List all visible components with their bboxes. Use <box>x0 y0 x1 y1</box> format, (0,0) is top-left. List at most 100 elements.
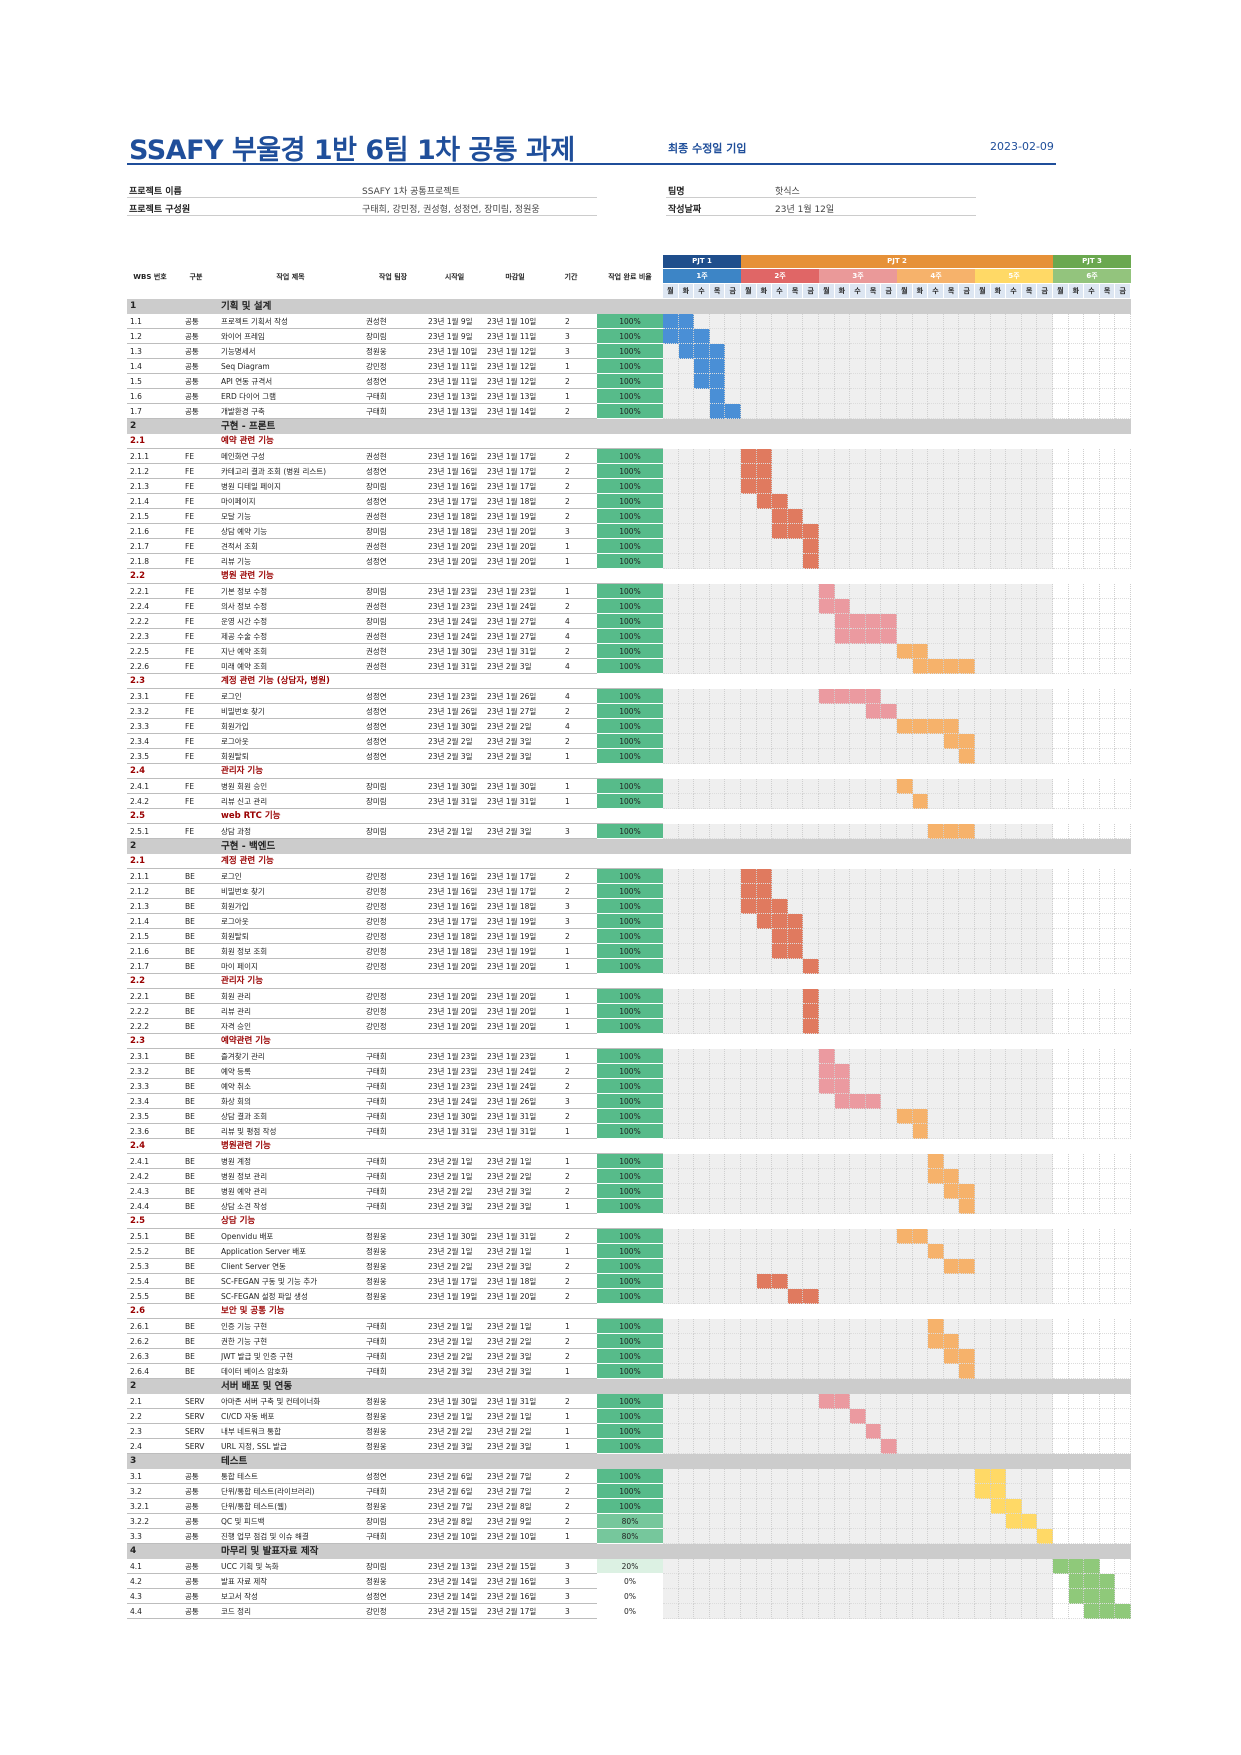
gantt-cell <box>741 1229 757 1244</box>
gantt-cell <box>990 1334 1007 1349</box>
gantt-cell <box>897 929 913 944</box>
gantt-cell <box>819 1559 835 1574</box>
gantt-cell <box>678 524 695 539</box>
gantt-cell <box>819 1499 835 1514</box>
gantt-cell <box>912 614 929 629</box>
gantt-cell <box>694 1094 710 1109</box>
gantt-cell <box>1021 1244 1038 1259</box>
gantt-cell <box>834 824 851 839</box>
gantt-cell <box>741 1094 757 1109</box>
gantt-cell <box>1068 509 1085 524</box>
gantt-cell <box>850 644 866 659</box>
gantt-cell <box>975 1229 991 1244</box>
duration: 3 <box>565 902 570 911</box>
subsection-title: 관리자 기능 <box>221 976 264 986</box>
task-owner: 장미림 <box>366 482 387 491</box>
gantt-cell <box>741 389 757 404</box>
gantt-cell <box>1037 1589 1053 1604</box>
gantt-cell <box>865 344 882 359</box>
gantt-cell <box>1021 644 1038 659</box>
gantt-cell <box>663 1439 679 1454</box>
wbs-number: 2.3.4 <box>130 737 150 746</box>
task-owner: 성정연 <box>366 752 387 761</box>
gantt-cell <box>756 509 773 524</box>
gantt-cell <box>897 1529 913 1544</box>
gantt-cell <box>990 449 1007 464</box>
gantt-cell <box>803 359 819 374</box>
task-owner: 권성현 <box>366 647 387 656</box>
task-category: 공통 <box>185 1607 199 1616</box>
gantt-cell <box>865 1124 882 1139</box>
gantt-cell <box>865 1394 882 1409</box>
gantt-cell <box>1099 944 1116 959</box>
day-header: 금 <box>1037 284 1053 298</box>
gantt-cell <box>725 599 741 614</box>
gantt-cell <box>1084 1259 1100 1274</box>
gantt-cell <box>819 614 835 629</box>
gantt-cell <box>1037 464 1053 479</box>
gantt-cell <box>865 629 882 644</box>
gantt-cell <box>975 869 991 884</box>
gantt-cell <box>959 524 975 539</box>
gantt-cell <box>787 1364 804 1379</box>
task-category: SERV <box>185 1427 205 1436</box>
duration: 2 <box>565 1397 570 1406</box>
gantt-cell <box>834 884 851 899</box>
gantt-cell <box>990 719 1007 734</box>
gantt-cell <box>1037 914 1053 929</box>
start-date: 23년 1월 13일 <box>428 392 478 401</box>
task-owner: 구태희 <box>366 1322 387 1331</box>
gantt-cell <box>990 539 1007 554</box>
gantt-cell <box>756 959 773 974</box>
task-owner: 장미림 <box>366 527 387 536</box>
gantt-cell <box>741 1364 757 1379</box>
gantt-cell <box>928 914 944 929</box>
gantt-cell <box>663 659 679 674</box>
gantt-cell <box>663 1424 679 1439</box>
gantt-cell <box>709 1124 726 1139</box>
gantt-cell <box>850 869 866 884</box>
duration: 1 <box>565 1442 570 1451</box>
gantt-cell <box>928 1349 944 1364</box>
gantt-cell <box>772 314 788 329</box>
gantt-cell <box>1099 959 1116 974</box>
gantt-cell <box>819 824 835 839</box>
gantt-cell <box>1021 1334 1038 1349</box>
gantt-cell <box>756 779 773 794</box>
gantt-cell <box>678 614 695 629</box>
gantt-cell <box>975 464 991 479</box>
gantt-cell <box>1006 1409 1022 1424</box>
wbs-number: 2.2.2 <box>130 1007 150 1016</box>
gantt-cell <box>1037 1469 1053 1484</box>
gantt-cell <box>1099 599 1116 614</box>
completion-percent: 80% <box>597 1514 663 1529</box>
gantt-cell <box>741 404 757 419</box>
gantt-cell <box>990 644 1007 659</box>
duration: 1 <box>565 992 570 1001</box>
end-date: 23년 1월 19일 <box>487 932 537 941</box>
gantt-cell <box>756 719 773 734</box>
gantt-cell <box>943 329 960 344</box>
gantt-cell <box>694 689 710 704</box>
task-owner: 구태희 <box>366 392 387 401</box>
gantt-cell <box>741 1064 757 1079</box>
gantt-cell <box>865 944 882 959</box>
gantt-cell <box>959 914 975 929</box>
gantt-cell <box>1037 1154 1053 1169</box>
task-category: BE <box>185 1367 195 1376</box>
gantt-cell <box>928 944 944 959</box>
gantt-cell <box>1099 1499 1116 1514</box>
gantt-cell <box>834 1094 851 1109</box>
gantt-cell <box>1053 689 1069 704</box>
gantt-cell <box>1053 1289 1069 1304</box>
gantt-cell <box>772 1274 788 1289</box>
gantt-cell <box>1115 599 1131 614</box>
gantt-cell <box>709 1484 726 1499</box>
gantt-cell <box>694 494 710 509</box>
gantt-cell <box>1068 554 1085 569</box>
gantt-cell <box>912 404 929 419</box>
gantt-cell <box>1006 719 1022 734</box>
gantt-cell <box>1037 989 1053 1004</box>
gantt-cell <box>741 599 757 614</box>
gantt-cell <box>928 704 944 719</box>
